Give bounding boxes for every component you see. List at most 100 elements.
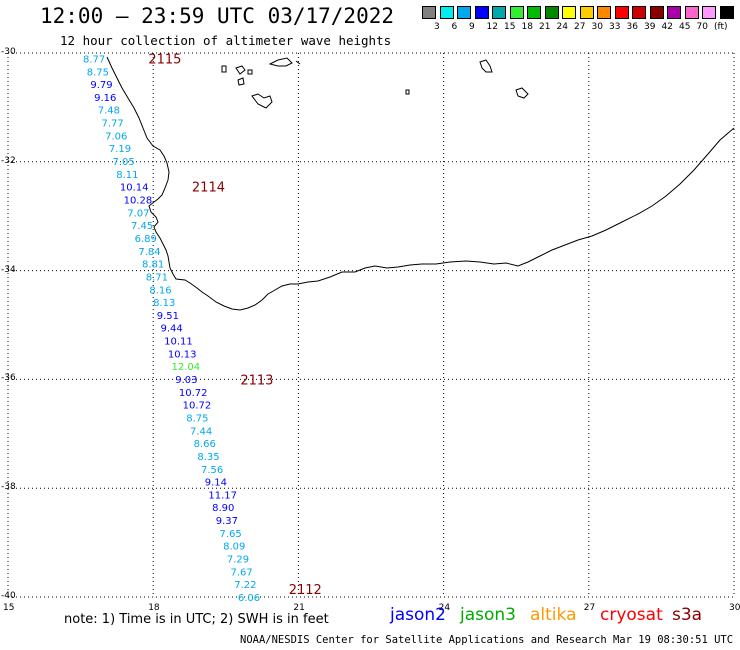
satellite-jason2: jason2 [390, 605, 446, 625]
swh-value-label: 10.14 [120, 183, 149, 194]
island-d [247, 69, 253, 75]
legend-level-label: 9 [469, 22, 475, 32]
lat-tick-label: -40 [1, 591, 16, 601]
swh-value-label: 7.84 [138, 247, 160, 258]
page-title: 12:00 – 23:59 UTC 03/17/2022 [40, 4, 395, 28]
pass-time-label: 2115 [148, 52, 181, 67]
swh-track: 8.77 8.75 9.79 9.16 7.48 7.777.06 7.19 7.05 8.11… [83, 54, 260, 604]
legend-level-label: (ft) [714, 22, 728, 32]
lat-tick-label: -36 [1, 373, 16, 384]
legend-swatch [632, 6, 646, 19]
island-c [237, 77, 245, 86]
lat-tick-label: -32 [1, 155, 16, 166]
swh-value-label: 8.75 [186, 413, 208, 424]
legend-level-label: 24 [556, 22, 568, 32]
swh-value-label: 7.65 [219, 529, 241, 540]
units-note: note: 1) Time is in UTC; 2) SWH is in fe… [64, 612, 329, 627]
swh-value-label: 7.29 [227, 555, 249, 566]
swh-value-label: 8.77 [83, 54, 105, 65]
coast-west [106, 56, 735, 311]
swh-value-label: 9.44 [160, 324, 182, 335]
lat-tick-label: -30 [1, 47, 16, 57]
swh-value-label: 7.48 [98, 106, 120, 117]
legend-swatch [702, 6, 716, 19]
swh-value-label: 9.03 [175, 375, 197, 386]
swh-value-label: 7.77 [101, 119, 123, 130]
legend-level-label: 36 [626, 22, 638, 32]
swh-value-label: 8.66 [194, 439, 216, 450]
pass-time-label: 2112 [289, 583, 322, 598]
legend-swatch [474, 6, 489, 19]
swh-value-label: 8.09 [223, 542, 245, 553]
legend-level-label: 70 [696, 22, 708, 32]
satellite-cryosat: cryosat [600, 605, 663, 625]
swh-value-label: 8.16 [149, 285, 171, 296]
swh-value-label: 8.13 [153, 298, 175, 309]
lon-tick-label: 27 [583, 603, 596, 613]
island-h [515, 87, 529, 99]
swh-value-label: 9.14 [205, 478, 227, 489]
legend-swatch [527, 6, 541, 19]
swh-value-label: 12.04 [172, 362, 201, 373]
satellite-altika: altika [530, 605, 577, 625]
legend-level-label: 33 [609, 22, 621, 32]
lon-tick-label: 18 [148, 603, 160, 613]
legend-swatch [597, 6, 611, 19]
swh-value-label: 7.44 [190, 426, 212, 437]
legend-swatch [439, 6, 454, 19]
legend-swatch [492, 6, 506, 19]
legend-swatch [562, 6, 576, 19]
island-b [235, 65, 246, 75]
island-e [251, 93, 273, 109]
lon-tick-label: 15 [3, 603, 15, 613]
swh-value-label: 11.17 [208, 490, 237, 501]
swh-value-label: 8.35 [197, 452, 219, 463]
lon-tick-label: 24 [438, 603, 451, 613]
pass-labels: 2115 2114 2113 2112 [148, 52, 321, 597]
page-subtitle: 12 hour collection of altimeter wave hei… [60, 33, 392, 48]
legend-level-label: 27 [574, 22, 586, 32]
lon-tick-label: 21 [293, 603, 305, 613]
swh-value-label: 9.79 [90, 80, 112, 91]
swh-value-label: 8.81 [142, 260, 164, 271]
legend-swatch [457, 6, 471, 19]
legend-swatch [667, 6, 681, 19]
island-g [405, 89, 410, 95]
swh-value-label: 9.51 [157, 311, 179, 322]
legend-swatch [579, 6, 594, 19]
lat-tick-label: -34 [1, 264, 16, 275]
legend-swatch [544, 6, 559, 19]
legend-swatch [614, 6, 629, 19]
coastline [106, 56, 735, 311]
satellite-jason3: jason3 [460, 605, 516, 625]
legend-swatch [422, 6, 436, 19]
swh-value-label: 10.13 [168, 349, 197, 360]
swh-value-label: 7.45 [131, 221, 153, 232]
swh-value-label: 7.56 [201, 465, 223, 476]
legend-level-label: 18 [521, 22, 533, 32]
swh-value-label: 7.67 [231, 567, 253, 578]
legend-level-label: 3 [434, 22, 440, 32]
pass-time-label: 2114 [192, 180, 225, 195]
legend-level-label: 15 [504, 22, 516, 32]
legend-swatch [684, 6, 699, 19]
legend-level-label: 45 [679, 22, 691, 32]
legend-level-label: 21 [539, 22, 551, 32]
coast-north-stub [295, 60, 301, 65]
swh-value-label: 8.11 [116, 170, 138, 181]
swh-value-label: 7.19 [109, 144, 131, 155]
lat-tick-label: -38 [1, 482, 16, 493]
legend-swatch [719, 6, 734, 19]
footer-credit: NOAA/NESDIS Center for Satellite Applica… [240, 634, 740, 646]
swh-value-label: 9.37 [216, 516, 238, 527]
swh-value-label: 7.07 [127, 208, 149, 219]
swh-value-label: 10.72 [179, 388, 208, 399]
island-f [479, 59, 493, 73]
legend-level-label: 6 [451, 22, 458, 32]
swh-value-label: 7.06 [105, 131, 127, 142]
swh-value-label: 6.06 [238, 593, 260, 604]
swh-value-label: 8.71 [146, 272, 168, 283]
swh-value-label: 10.72 [183, 401, 212, 412]
legend-swatch [509, 6, 524, 19]
satellite-s3a: s3a [672, 605, 703, 625]
